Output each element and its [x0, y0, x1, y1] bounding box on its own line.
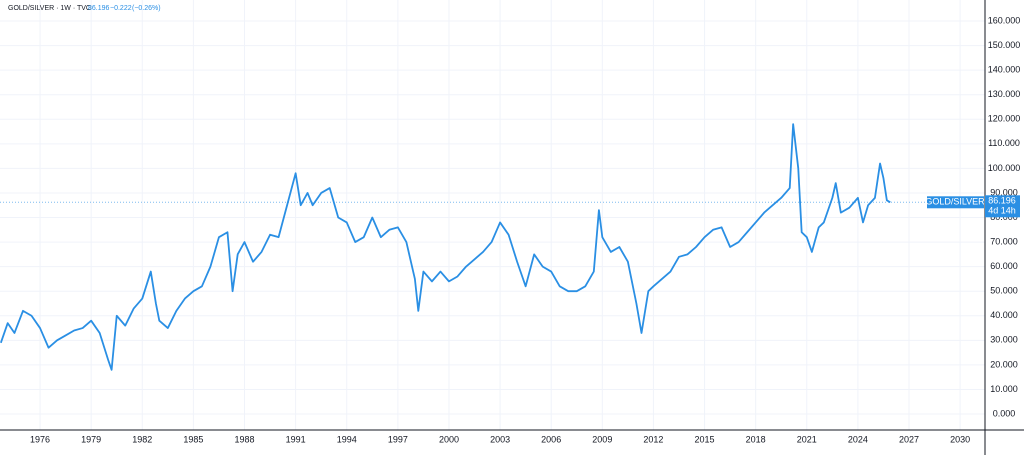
y-tick-label: 50.000 [990, 286, 1018, 296]
x-tick-label: 2021 [797, 434, 817, 444]
change-percent: (−0.26%) [132, 5, 161, 12]
y-tick-label: 70.000 [990, 236, 1018, 246]
y-tick-label: 90.000 [990, 187, 1018, 197]
x-tick-label: 1997 [388, 434, 408, 444]
x-tick-label: 1982 [132, 434, 152, 444]
x-tick-label: 2003 [490, 434, 510, 444]
x-tick-label: 2009 [592, 434, 612, 444]
last-value: 86.196 [88, 5, 110, 12]
price-tag-value: 86.196 [988, 196, 1016, 206]
price-tag-name: GOLD/SILVER [925, 197, 985, 207]
x-tick-label: 2024 [848, 434, 868, 444]
y-tick-label: 120.000 [988, 114, 1021, 124]
y-tick-label: 40.000 [990, 310, 1018, 320]
x-tick-label: 2006 [541, 434, 561, 444]
y-tick-label: 100.000 [988, 163, 1021, 173]
x-tick-label: 2015 [695, 434, 715, 444]
price-tag-name-box [927, 196, 984, 209]
y-tick-label: 130.000 [988, 89, 1021, 99]
x-tick-label: 1991 [286, 434, 306, 444]
change: −0.222 [110, 5, 132, 12]
x-tick-label: 2000 [439, 434, 459, 444]
x-tick-label: 1985 [183, 434, 203, 444]
x-tick-label: 1976 [30, 434, 50, 444]
line [0, 123, 891, 371]
y-tick-label: 110.000 [988, 138, 1020, 148]
y-tick-label: 20.000 [990, 359, 1018, 369]
x-tick-label: 1979 [81, 434, 101, 444]
price-tag-box [985, 195, 1020, 218]
y-tick-label: 140.000 [988, 65, 1021, 75]
y-tick-label: 0.000 [993, 408, 1016, 418]
y-tick-label: 30.000 [990, 335, 1018, 345]
y-tick-label: 10.000 [990, 384, 1018, 394]
x-tick-label: 2030 [950, 434, 970, 444]
y-tick-label: 60.000 [990, 261, 1018, 271]
x-tick-label: 2012 [643, 434, 663, 444]
price-tag-countdown: 4d 14h [988, 206, 1016, 216]
y-tick-label: 160.000 [988, 15, 1021, 25]
x-tick-label: 2018 [746, 434, 766, 444]
chart-title: GOLD/SILVER · 1W · TVC [8, 5, 91, 12]
x-tick-label: 1994 [337, 434, 357, 444]
x-tick-label: 1988 [234, 434, 254, 444]
x-tick-label: 2027 [899, 434, 919, 444]
y-tick-label: 150.000 [988, 40, 1021, 50]
